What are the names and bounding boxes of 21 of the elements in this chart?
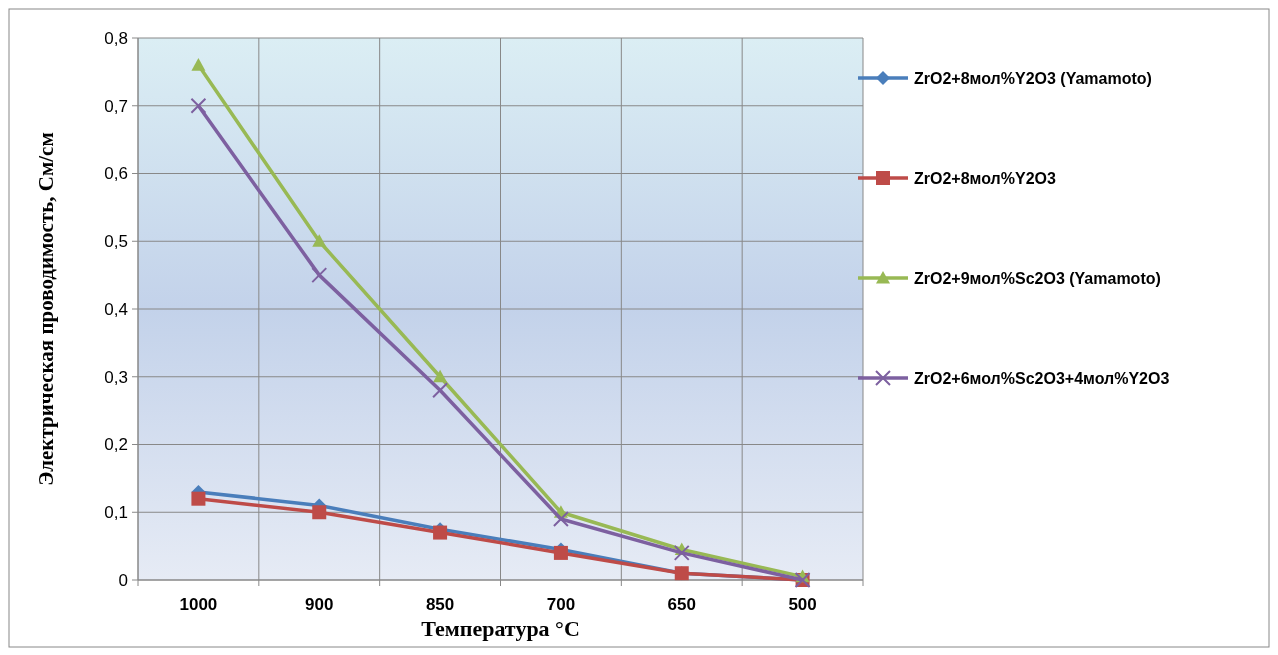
x-tick-label: 850	[425, 595, 455, 614]
x-tick-label: 700	[546, 595, 576, 614]
x-tick-label: 900	[305, 595, 334, 614]
legend-label: ZrO2+8мол%Y2O3 (Yamamoto)	[914, 69, 1152, 87]
legend-label: ZrO2+9мол%Sc2O3 (Yamamoto)	[914, 269, 1161, 287]
y-axis-title: Электрическая проводимость, См/см	[34, 132, 58, 486]
x-axis-title: Температура °С	[421, 616, 580, 641]
y-tick-label: 0,1	[104, 503, 128, 523]
y-tick-label: 0,2	[104, 435, 128, 455]
y-tick-label: 0,3	[104, 367, 128, 387]
y-tick-label: 0,4	[104, 299, 128, 319]
y-tick-label: 0,7	[104, 96, 128, 116]
legend-label: ZrO2+6мол%Sc2O3+4мол%Y2O3	[914, 369, 1170, 387]
x-tick-label: 650	[667, 595, 696, 614]
y-tick-label: 0,6	[104, 164, 128, 184]
x-tick-label: 1000	[179, 595, 218, 614]
y-tick-label: 0,5	[104, 232, 128, 252]
legend-label: ZrO2+8мол%Y2O3	[914, 169, 1056, 187]
y-tick-label: 0,8	[104, 28, 128, 48]
x-tick-label: 500	[788, 595, 817, 614]
y-tick-label: 0	[118, 570, 128, 590]
